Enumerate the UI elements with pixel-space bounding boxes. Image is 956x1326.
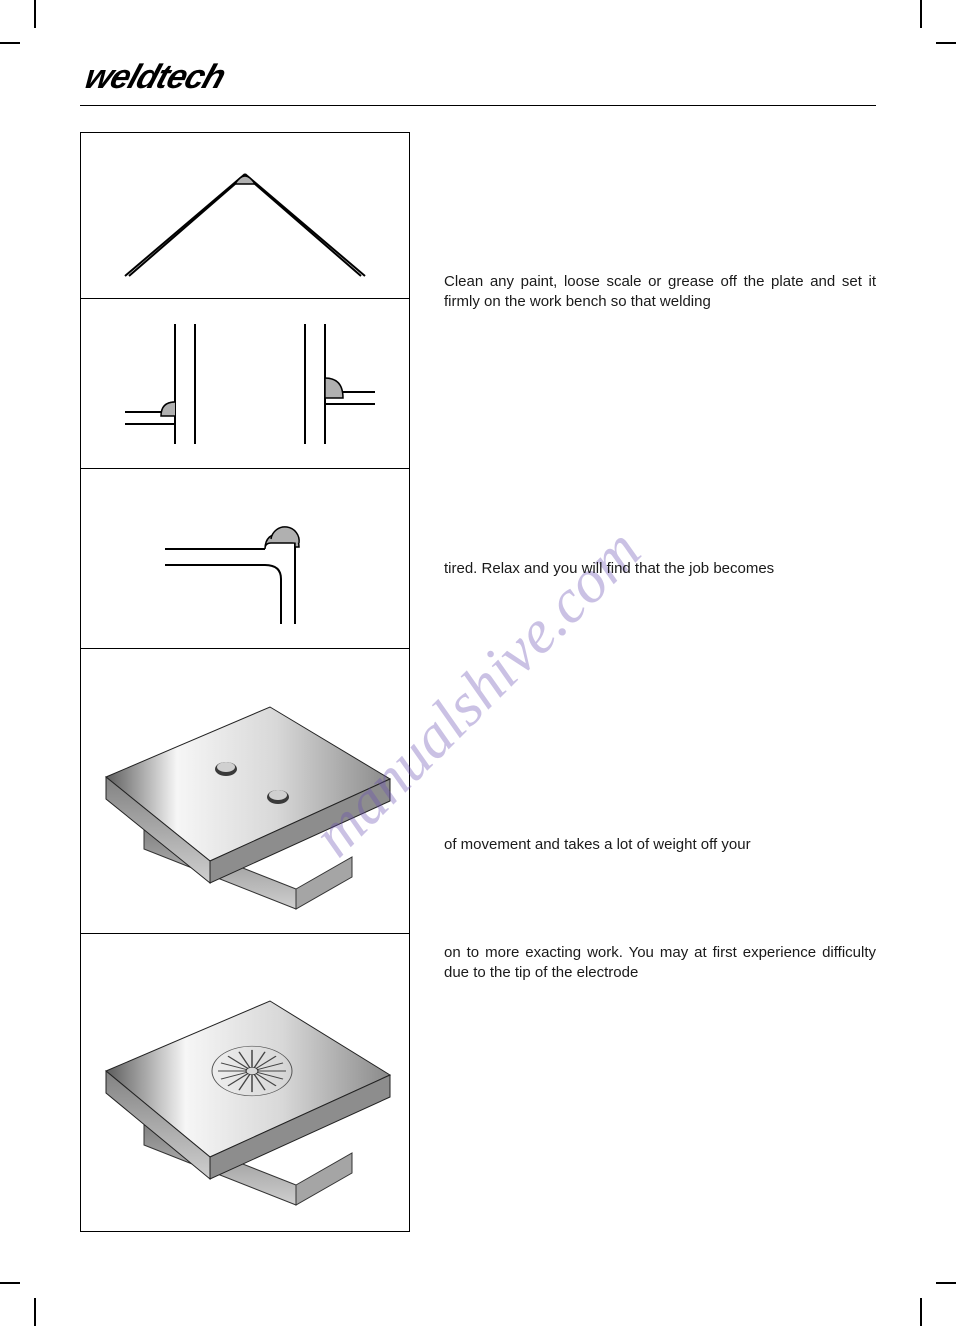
paragraph-4: on to more exacting work. You may at fir…: [444, 943, 876, 984]
paragraph-2: tired. Relax and you will find that the …: [444, 559, 876, 579]
page: weldtech manualshive.com: [36, 42, 920, 1284]
content-row: Clean any paint, loose scale or grease o…: [80, 132, 876, 1232]
text-column: Clean any paint, loose scale or grease o…: [444, 132, 876, 1232]
crop-mark: [920, 0, 922, 28]
figure-v-joint: [81, 133, 409, 299]
paragraph-1: Clean any paint, loose scale or grease o…: [444, 272, 876, 313]
crop-mark: [936, 1282, 956, 1284]
figure-tee-fillets: [81, 299, 409, 469]
header-rule: [80, 105, 876, 106]
figure-column: [80, 132, 410, 1232]
paragraph-3: of movement and takes a lot of weight of…: [444, 835, 876, 855]
crop-mark: [34, 1298, 36, 1326]
brand-logo: weldtech: [80, 58, 230, 97]
crop-mark: [34, 0, 36, 28]
figure-corner-joint: [81, 469, 409, 649]
figure-plate-tacks: [81, 649, 409, 934]
crop-mark: [0, 1282, 20, 1284]
figure-plate-spatter: [81, 934, 409, 1231]
crop-mark: [0, 42, 20, 44]
crop-mark: [936, 42, 956, 44]
crop-mark: [920, 1298, 922, 1326]
